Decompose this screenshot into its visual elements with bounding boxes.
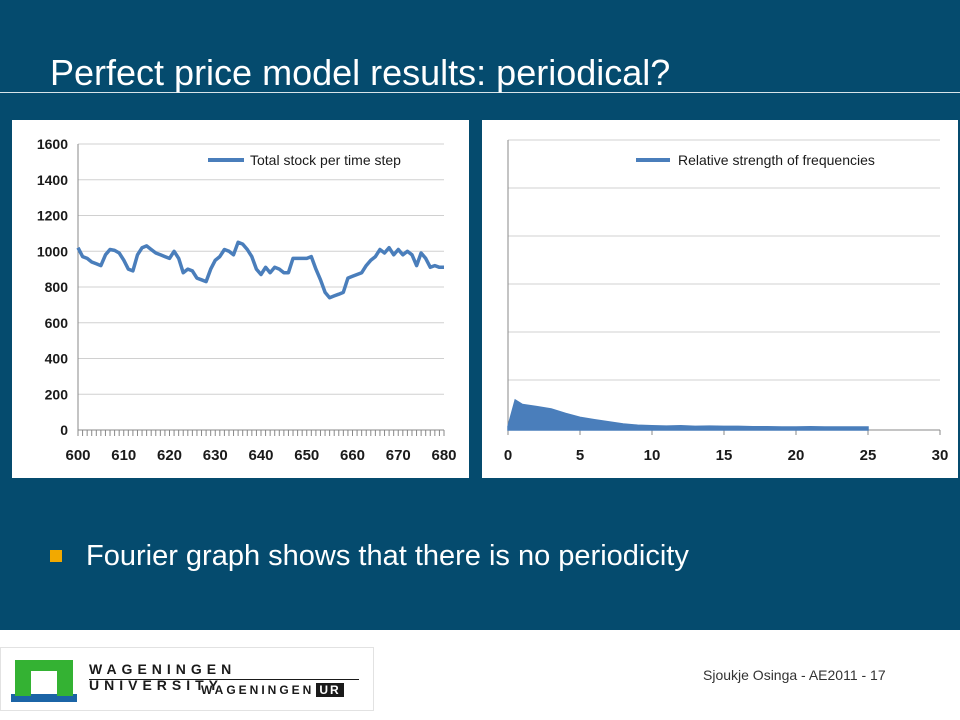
x-tick-label: 15 — [716, 447, 733, 464]
x-tick-label: 0 — [504, 447, 512, 464]
legend-label: Relative strength of frequencies — [678, 152, 875, 168]
frequency-chart-svg: 0 5 10 15 20 25 30 Relative strength of frequen… — [504, 139, 949, 464]
y-tick-label: 200 — [45, 386, 69, 402]
logo-ur-badge: UR — [316, 683, 344, 697]
x-tick-label: 25 — [860, 447, 877, 464]
logo-university-text: WAGENINGEN UNIVERSITY — [89, 661, 237, 693]
logo-ur-text: WAGENINGEN UR — [201, 683, 344, 697]
x-tick-label: 630 — [203, 447, 228, 464]
x-tick-label: 650 — [294, 447, 319, 464]
logo-divider — [89, 679, 359, 680]
y-tick-label: 1600 — [37, 136, 68, 152]
series-area-frequency-strength — [507, 398, 869, 431]
x-tick-label: 30 — [932, 447, 949, 464]
bullet-text: Fourier graph shows that there is no per… — [86, 539, 689, 572]
stock-chart-svg: 0 200 400 600 800 1000 1200 1400 1600 600 610 620 63… — [37, 136, 457, 464]
x-tick-label: 680 — [431, 447, 456, 464]
wageningen-emblem-icon — [11, 660, 77, 702]
y-tick-label: 1200 — [37, 208, 68, 224]
y-tick-label: 0 — [60, 422, 68, 438]
y-tick-label: 1400 — [37, 172, 68, 188]
y-tick-label: 600 — [45, 315, 69, 331]
bullet-point: Fourier graph shows that there is no per… — [50, 536, 689, 576]
x-tick-label: 20 — [788, 447, 805, 464]
x-tick-label: 600 — [65, 447, 90, 464]
x-tick-label: 640 — [248, 447, 273, 464]
y-tick-label: 800 — [45, 279, 69, 295]
x-tick-label: 5 — [576, 447, 584, 464]
wageningen-logo: WAGENINGEN UNIVERSITY WAGENINGEN UR — [0, 647, 374, 711]
title-divider — [0, 92, 960, 93]
legend-label: Total stock per time step — [250, 152, 401, 168]
x-tick-label: 610 — [111, 447, 136, 464]
y-tick-label: 1000 — [37, 243, 68, 259]
x-tick-label: 660 — [340, 447, 365, 464]
bullet-marker-icon — [50, 550, 62, 562]
x-tick-label: 620 — [157, 447, 182, 464]
footer-credit: Sjoukje Osinga - AE2011 - 17 — [703, 667, 886, 683]
series-line-total-stock — [76, 240, 444, 300]
logo-wageningen-text: WAGENINGEN — [201, 683, 315, 697]
y-tick-label: 400 — [45, 351, 69, 367]
frequency-chart: 0 5 10 15 20 25 30 Relative strength of frequen… — [482, 120, 958, 478]
stock-line-chart: 0 200 400 600 800 1000 1200 1400 1600 600 610 620 63… — [12, 120, 469, 478]
x-tick-label: 10 — [644, 447, 661, 464]
x-tick-label: 670 — [386, 447, 411, 464]
slide-title: Perfect price model results: periodical? — [50, 52, 671, 93]
